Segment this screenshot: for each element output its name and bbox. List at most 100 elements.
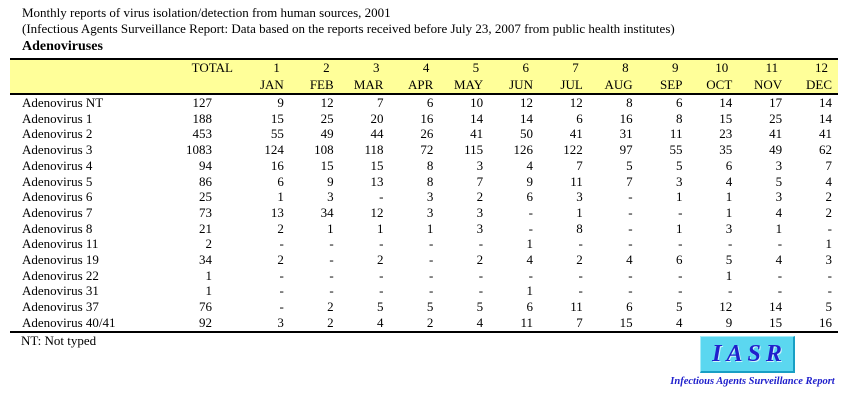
month-cell: 16 xyxy=(819,314,832,330)
report-title-line1: Monthly reports of virus isolation/detec… xyxy=(22,5,391,20)
month-cell: - xyxy=(678,267,683,283)
row-label: Adenovirus 40/41 xyxy=(22,314,116,330)
month-cell: 7 xyxy=(376,95,384,110)
section-title: Adenoviruses xyxy=(22,39,103,54)
table-row: Adenovirus NT 127 9 12 7 6 10 12 12 8 6 14 17 14 xyxy=(10,94,838,111)
table-row: Adenovirus 40/41 92 3 2 4 2 4 11 7 15 4 9 15 16 xyxy=(10,315,838,332)
month-cell: - xyxy=(478,267,484,283)
total-cell: 25 xyxy=(199,189,212,205)
corner-cell xyxy=(10,59,180,76)
month-cell: 4 xyxy=(526,252,533,268)
month-cell: 14 xyxy=(819,110,832,126)
row-label: Adenovirus 1 xyxy=(22,110,93,126)
month-cell: 1 xyxy=(775,220,783,236)
month-cell: 6 xyxy=(277,173,284,189)
col-header-month-number: 4 xyxy=(422,60,430,75)
table-row: Adenovirus 5 86 6 9 13 8 7 9 11 7 3 4 5 4 xyxy=(10,174,838,190)
iasr-logo-text: IASR xyxy=(712,340,787,367)
month-cell: 16 xyxy=(619,110,633,126)
month-cell: 6 xyxy=(725,157,733,173)
month-cell: - xyxy=(777,283,783,299)
total-cell: 1 xyxy=(205,283,213,299)
month-cell: 13 xyxy=(370,173,384,189)
month-cell: - xyxy=(329,267,334,283)
month-cell: 5 xyxy=(675,157,683,173)
month-cell: 1 xyxy=(376,220,384,236)
month-cell: 1 xyxy=(526,236,533,252)
month-cell: 4 xyxy=(626,252,633,268)
month-cell: - xyxy=(777,267,783,283)
col-header-month-number: 2 xyxy=(323,60,330,75)
month-cell: 3 xyxy=(327,189,334,205)
month-cell: 3 xyxy=(277,314,284,330)
month-cell: 12 xyxy=(569,95,583,110)
table-row: Adenovirus 1 188 15 25 20 16 14 14 6 16 8 15 25 14 xyxy=(10,111,838,127)
row-label: Adenovirus 19 xyxy=(22,252,99,268)
row-label: Adenovirus 31 xyxy=(22,283,99,299)
adenovirus-monthly-table: TOTAL 1 2 3 4 5 6 7 8 9 10 11 12 JAN FEB MAR APR MAY JUN… xyxy=(10,58,838,333)
iasr-logo[interactable]: IASR xyxy=(700,336,795,373)
table-row: Adenovirus 19 34 2 - 2 - 2 4 2 4 6 5 4 3 xyxy=(10,252,838,268)
month-cell: - xyxy=(329,252,334,268)
table-body: Adenovirus NT 127 9 12 7 6 10 12 12 8 6 14 17 14 Adeno… xyxy=(10,94,838,332)
month-cell: - xyxy=(428,283,434,299)
month-cell: 3 xyxy=(825,252,833,268)
month-cell: 1 xyxy=(426,220,434,236)
table-row: Adenovirus 37 76 - 2 5 5 5 6 11 6 5 12 14 5 xyxy=(10,299,838,315)
month-cell: 15 xyxy=(719,110,733,126)
month-cell: 50 xyxy=(519,126,533,142)
month-cell: 3 xyxy=(576,189,583,205)
month-cell: 8 xyxy=(426,173,434,189)
month-cell: 35 xyxy=(719,142,733,158)
col-header-month-number: 8 xyxy=(622,60,629,75)
month-cell: 11 xyxy=(570,299,583,315)
month-cell: 7 xyxy=(476,173,484,189)
month-cell: 5 xyxy=(675,299,683,315)
footnote: NT: Not typed xyxy=(21,333,97,348)
month-cell: 2 xyxy=(476,189,484,205)
month-cell: - xyxy=(428,236,434,252)
month-cell: 16 xyxy=(270,157,284,173)
total-cell: 127 xyxy=(192,95,213,110)
month-cell: 2 xyxy=(327,314,334,330)
month-cell: 15 xyxy=(320,157,334,173)
month-cell: 14 xyxy=(819,95,832,110)
month-cell: 11 xyxy=(570,173,583,189)
month-cell: 5 xyxy=(476,299,484,315)
row-label: Adenovirus 7 xyxy=(22,204,93,220)
month-cell: 1 xyxy=(725,189,733,205)
month-cell: - xyxy=(279,267,284,283)
col-header-month-name: OCT xyxy=(706,76,733,92)
month-cell: - xyxy=(379,189,384,205)
month-cell: 2 xyxy=(277,252,284,268)
month-cell: 1 xyxy=(277,189,284,205)
report-header: Monthly reports of virus isolation/detec… xyxy=(22,5,675,55)
month-cell: 10 xyxy=(470,95,484,110)
table-row: Adenovirus 4 94 16 15 15 8 3 4 7 5 5 6 3 7 xyxy=(10,158,838,174)
row-label: Adenovirus 37 xyxy=(22,299,99,315)
month-cell: 2 xyxy=(277,220,284,236)
col-header-month-name: AUG xyxy=(604,76,633,92)
month-cell: - xyxy=(428,252,434,268)
month-cell: - xyxy=(428,267,434,283)
month-cell: 1 xyxy=(725,204,733,220)
month-cell: - xyxy=(678,236,683,252)
month-cell: 97 xyxy=(619,142,633,158)
month-cell: 15 xyxy=(270,110,284,126)
month-cell: 26 xyxy=(420,126,434,142)
month-cell: - xyxy=(478,283,484,299)
month-cell: 2 xyxy=(576,252,583,268)
total-cell: 92 xyxy=(199,314,212,330)
month-cell: - xyxy=(727,283,733,299)
month-cell: 49 xyxy=(769,142,783,158)
month-cell: 55 xyxy=(270,126,284,142)
month-cell: 5 xyxy=(825,299,833,315)
col-header-month-number: 5 xyxy=(472,60,480,75)
month-cell: 1 xyxy=(675,220,683,236)
month-cell: 1 xyxy=(327,220,334,236)
col-header-month-name: FEB xyxy=(309,76,334,92)
month-cell: 7 xyxy=(825,157,833,173)
row-label: Adenovirus 22 xyxy=(22,267,99,283)
month-cell: - xyxy=(279,283,284,299)
month-cell: 4 xyxy=(725,173,733,189)
